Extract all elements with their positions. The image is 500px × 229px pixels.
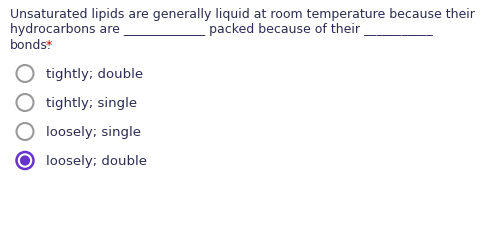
Text: hydrocarbons are _____________ packed because of their ___________: hydrocarbons are _____________ packed be…	[10, 23, 433, 36]
Text: loosely; double: loosely; double	[46, 154, 147, 167]
Circle shape	[20, 156, 30, 166]
Text: *: *	[46, 39, 52, 52]
Text: Unsaturated lipids are generally liquid at room temperature because their: Unsaturated lipids are generally liquid …	[10, 8, 475, 21]
Text: tightly; double: tightly; double	[46, 68, 143, 81]
Text: loosely; single: loosely; single	[46, 125, 141, 138]
Text: bonds.: bonds.	[10, 39, 52, 52]
Text: tightly; single: tightly; single	[46, 97, 137, 109]
